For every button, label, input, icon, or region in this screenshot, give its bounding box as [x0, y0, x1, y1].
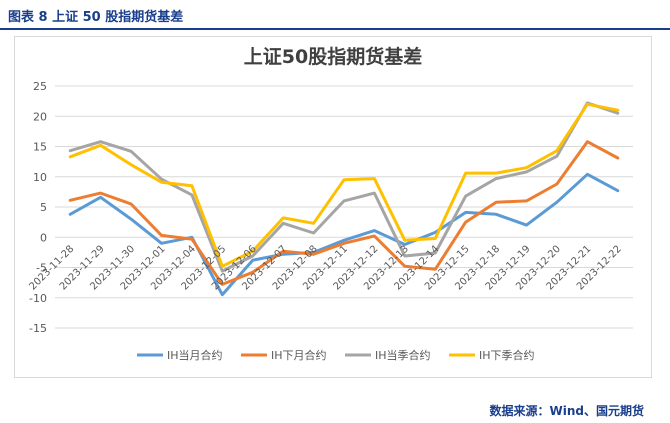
legend-label: IH下季合约 [479, 348, 535, 362]
y-tick-label: 15 [33, 141, 47, 154]
series-line-1 [68, 172, 620, 297]
legend-label: IH当月合约 [167, 348, 223, 362]
y-tick-label: 10 [33, 171, 47, 184]
y-tick-label: 20 [33, 110, 47, 123]
grid-layer [55, 85, 633, 329]
caption-divider [0, 28, 670, 30]
series-line-3 [68, 101, 620, 273]
chart-frame: 上证50股指期货基差 -15 -10 -5 0 5 10 15 20 25 2023-11-28… [14, 36, 652, 378]
figure-caption: 图表 8 上证 50 股指期货基差 [8, 10, 184, 25]
series-line-4 [68, 102, 620, 268]
series-line-2 [68, 140, 620, 286]
y-tick-label: 25 [33, 80, 47, 93]
y-tick-label: -10 [29, 292, 47, 305]
y-tick-label: -5 [36, 262, 47, 275]
legend-label: IH下月合约 [271, 348, 327, 362]
source-note: 数据来源：Wind、国元期货 [489, 404, 644, 418]
y-tick-label: -15 [29, 322, 47, 335]
series-layer [68, 101, 620, 297]
legend: IH当月合约 IH下月合约 IH当季合约 IH下季合约 [137, 348, 535, 362]
y-tick-label: 0 [40, 231, 47, 244]
y-axis: -15 -10 -5 0 5 10 15 20 25 [29, 80, 47, 335]
chart-title: 上证50股指期货基差 [244, 45, 422, 68]
legend-label: IH当季合约 [375, 348, 431, 362]
y-tick-label: 5 [40, 201, 47, 214]
